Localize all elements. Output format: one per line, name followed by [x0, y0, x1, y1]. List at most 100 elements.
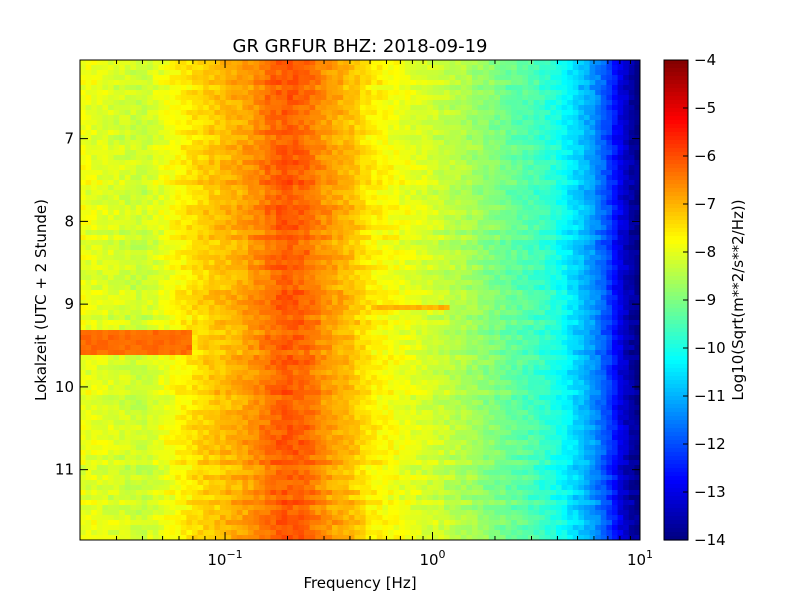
heatmap-cell	[208, 285, 215, 291]
heatmap-cell	[326, 135, 333, 141]
heatmap-cell	[119, 85, 126, 91]
heatmap-cell	[550, 130, 557, 136]
heatmap-cell	[595, 195, 602, 201]
heatmap-cell	[147, 215, 154, 221]
heatmap-cell	[516, 125, 523, 131]
heatmap-cell	[623, 220, 630, 226]
heatmap-cell	[399, 240, 406, 246]
heatmap-cell	[522, 255, 529, 261]
heatmap-cell	[488, 175, 495, 181]
heatmap-cell	[96, 155, 103, 161]
heatmap-cell	[556, 200, 563, 206]
heatmap-cell	[561, 120, 568, 126]
heatmap-cell	[108, 150, 115, 156]
heatmap-cell	[236, 110, 243, 116]
heatmap-cell	[533, 90, 540, 96]
heatmap-cell	[192, 255, 199, 261]
heatmap-cell	[208, 100, 215, 106]
heatmap-cell	[634, 295, 640, 301]
heatmap-cell	[432, 205, 439, 211]
heatmap-cell	[544, 200, 551, 206]
heatmap-cell	[169, 190, 176, 196]
heatmap-cell	[444, 85, 451, 91]
heatmap-cell	[315, 110, 322, 116]
heatmap-cell	[382, 205, 389, 211]
heatmap-cell	[432, 75, 439, 81]
heatmap-cell	[354, 210, 361, 216]
heatmap-cell	[388, 235, 395, 241]
heatmap-cell	[276, 215, 283, 221]
heatmap-cell	[617, 215, 624, 221]
heatmap-cell	[102, 200, 109, 206]
heatmap-cell	[197, 70, 204, 76]
heatmap-cell	[410, 205, 417, 211]
heatmap-cell	[404, 250, 411, 256]
heatmap-cell	[208, 215, 215, 221]
heatmap-cell	[623, 60, 630, 66]
heatmap-cell	[539, 80, 546, 86]
heatmap-cell	[248, 265, 255, 271]
heatmap-cell	[516, 300, 523, 306]
heatmap-cell	[292, 110, 299, 116]
heatmap-cell	[438, 290, 445, 296]
heatmap-cell	[382, 190, 389, 196]
heatmap-cell	[600, 125, 607, 131]
heatmap-cell	[410, 185, 417, 191]
heatmap-cell	[539, 280, 546, 286]
heatmap-cell	[421, 85, 428, 91]
heatmap-cell	[298, 255, 305, 261]
heatmap-cell	[152, 285, 159, 291]
heatmap-cell	[416, 170, 423, 176]
heatmap-cell	[264, 80, 271, 86]
heatmap-cell	[169, 210, 176, 216]
heatmap-cell	[449, 240, 456, 246]
heatmap-cell	[192, 160, 199, 166]
heatmap-cell	[393, 75, 400, 81]
heatmap-cell	[550, 135, 557, 141]
heatmap-cell	[561, 145, 568, 151]
heatmap-cell	[214, 125, 221, 131]
heatmap-cell	[606, 130, 613, 136]
heatmap-cell	[253, 185, 260, 191]
heatmap-cell	[427, 300, 434, 306]
heatmap-cell	[147, 155, 154, 161]
heatmap-cell	[214, 205, 221, 211]
heatmap-cell	[220, 215, 227, 221]
heatmap-cell	[304, 120, 311, 126]
heatmap-cell	[276, 240, 283, 246]
heatmap-cell	[578, 305, 585, 311]
heatmap-cell	[298, 260, 305, 266]
heatmap-cell	[416, 165, 423, 171]
heatmap-cell	[192, 285, 199, 291]
heatmap-cell	[606, 225, 613, 231]
heatmap-cell	[225, 280, 232, 286]
heatmap-cell	[292, 230, 299, 236]
heatmap-cell	[332, 105, 339, 111]
heatmap-cell	[225, 235, 232, 241]
heatmap-cell	[91, 195, 98, 201]
heatmap-cell	[416, 160, 423, 166]
heatmap-cell	[169, 130, 176, 136]
heatmap-cell	[276, 220, 283, 226]
heatmap-cell	[130, 295, 137, 301]
heatmap-cell	[304, 95, 311, 101]
heatmap-cell	[242, 255, 249, 261]
heatmap-cell	[516, 100, 523, 106]
heatmap-cell	[494, 165, 501, 171]
heatmap-cell	[606, 175, 613, 181]
heatmap-cell	[421, 235, 428, 241]
heatmap-cell	[505, 205, 512, 211]
heatmap-cell	[124, 125, 131, 131]
heatmap-cell	[270, 185, 277, 191]
heatmap-cell	[158, 305, 165, 311]
heatmap-cell	[438, 300, 445, 306]
heatmap-cell	[455, 90, 462, 96]
heatmap-cell	[337, 265, 344, 271]
heatmap-cell	[354, 280, 361, 286]
heatmap-cell	[203, 115, 210, 121]
heatmap-cell	[516, 175, 523, 181]
heatmap-cell	[164, 140, 171, 146]
heatmap-cell	[287, 215, 294, 221]
heatmap-cell	[220, 165, 227, 171]
heatmap-cell	[500, 300, 507, 306]
